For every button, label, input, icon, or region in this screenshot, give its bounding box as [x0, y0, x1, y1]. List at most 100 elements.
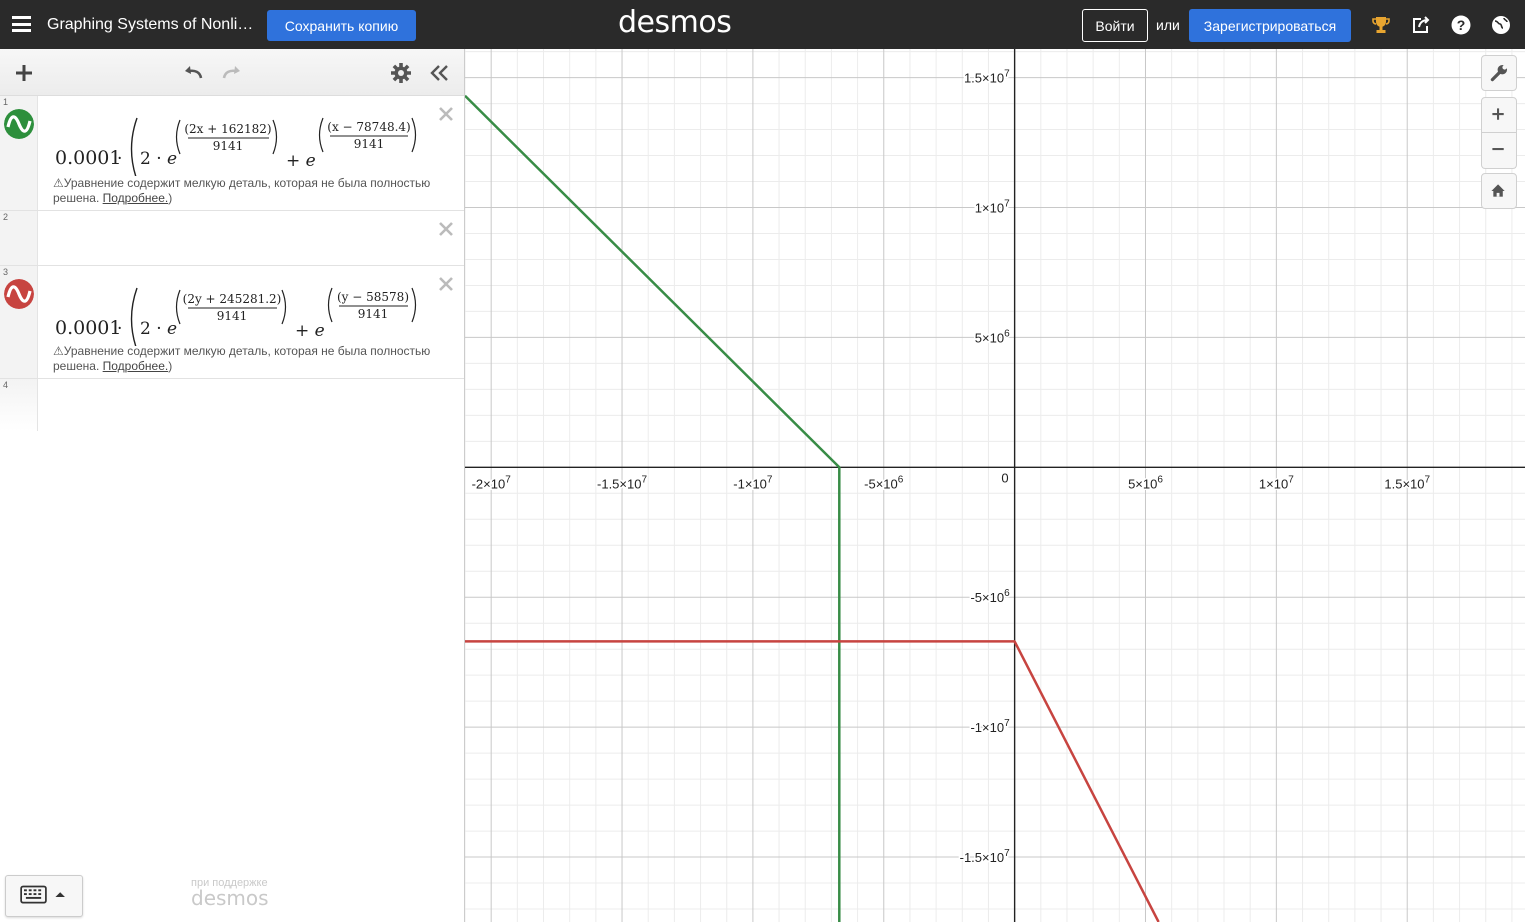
coefficient: 0.0001 — [55, 317, 121, 339]
powered-by-desmos: при поддержке desmos — [191, 877, 291, 910]
dot-operator: · — [117, 149, 122, 169]
expression-item[interactable]: 2 — [0, 211, 464, 266]
delete-expression-icon[interactable] — [438, 221, 454, 237]
trophy-icon[interactable] — [1370, 14, 1392, 36]
expression-index: 3 — [3, 267, 9, 277]
y-tick-label: 1×107 — [975, 198, 1010, 215]
exp2-left-paren — [327, 287, 333, 323]
exp1-right-paren — [281, 289, 287, 325]
delete-expression-icon[interactable] — [438, 276, 454, 292]
learn-more-link[interactable]: Подробнее. — [102, 359, 169, 373]
collapse-panel-icon[interactable] — [428, 61, 452, 85]
keyboard-icon — [20, 885, 65, 904]
x-tick-label: 1×107 — [1259, 474, 1294, 491]
exponent-1-denominator: 9141 — [217, 309, 248, 323]
expression-item-new[interactable]: 4 — [0, 379, 464, 431]
exp2-right-paren — [411, 287, 417, 323]
x-tick-label: -1.5×107 — [597, 474, 647, 491]
exp1-left-paren — [175, 289, 181, 325]
major-gridlines — [465, 49, 1525, 922]
term-2-e: 2 · e — [140, 149, 177, 169]
warning-message: ⚠Уравнение содержит мелкую деталь, котор… — [53, 344, 431, 373]
menu-icon[interactable] — [12, 16, 31, 32]
graph-visibility-toggle-icon[interactable] — [4, 279, 34, 309]
expression-item[interactable]: 1 0.0001 · 2 · e (2x + 162182) 9141 + e … — [0, 96, 464, 211]
minor-gridlines — [465, 49, 1525, 922]
wrench-icon — [1490, 64, 1508, 82]
settings-gear-icon[interactable] — [389, 61, 413, 85]
term-2-e: 2 · e — [140, 319, 177, 339]
redo-icon[interactable] — [220, 61, 244, 85]
zoom-in-button[interactable] — [1481, 97, 1517, 133]
expression-panel: 1 0.0001 · 2 · e (2x + 162182) 9141 + e … — [0, 49, 465, 922]
exponent-1-denominator: 9141 — [213, 139, 244, 153]
top-bar: Graphing Systems of Nonli… Сохранить коп… — [0, 0, 1525, 49]
plus-e: + e — [295, 321, 325, 341]
axes — [465, 49, 1525, 922]
curve-1[interactable] — [465, 94, 841, 922]
warning-text: Уравнение содержит мелкую деталь, котора… — [53, 344, 431, 373]
expression-index: 1 — [3, 97, 9, 107]
y-tick-label: -5×106 — [970, 588, 1010, 605]
x-tick-label: -5×106 — [864, 474, 904, 491]
home-icon — [1491, 184, 1505, 197]
expression-gutter: 3 — [0, 266, 38, 378]
exponent-2-numerator: (y − 58578) — [337, 290, 409, 304]
expression-index: 4 — [3, 380, 9, 390]
help-icon[interactable]: ? — [1450, 14, 1472, 36]
powered-by-text: при поддержке — [191, 877, 268, 889]
login-button[interactable]: Войти — [1082, 9, 1148, 42]
expression-toolbar — [0, 49, 464, 96]
zoom-out-button[interactable] — [1481, 133, 1517, 169]
dot-operator: · — [117, 319, 122, 339]
graph-settings-button[interactable] — [1481, 55, 1517, 91]
expression-gutter: 2 — [0, 211, 38, 265]
powered-by-logo: desmos — [191, 886, 269, 910]
coefficient: 0.0001 — [55, 147, 121, 169]
save-copy-button[interactable]: Сохранить копию — [267, 10, 416, 41]
add-item-icon[interactable] — [12, 61, 36, 85]
exp1-right-paren — [272, 119, 278, 155]
y-tick-label: 5×106 — [975, 328, 1010, 345]
expression-index: 2 — [3, 212, 9, 222]
learn-more-link[interactable]: Подробнее. — [102, 191, 169, 205]
warning-icon: ⚠ — [53, 344, 64, 358]
signup-button[interactable]: Зарегистрироваться — [1189, 9, 1351, 42]
undo-icon[interactable] — [181, 61, 205, 85]
default-viewport-button[interactable] — [1481, 173, 1517, 209]
x-tick-label: -1×107 — [733, 474, 773, 491]
tick-labels: -2×107 -1.5×107 -1×107 -5×106 5×106 1×107 1.5×… — [470, 67, 1432, 866]
math-input-expression-3[interactable]: 0.0001 · 2 · e (2y + 245281.2) 9141 + e … — [52, 274, 424, 346]
warning-message: ⚠Уравнение содержит мелкую деталь, котор… — [53, 176, 431, 205]
minus-icon — [1492, 148, 1504, 151]
expression-item[interactable]: 3 0.0001 · 2 · e (2y + 245281.2) 9141 + … — [0, 266, 464, 379]
origin-label: 0 — [1001, 470, 1008, 485]
graph-title[interactable]: Graphing Systems of Nonli… — [47, 16, 254, 33]
expression-gutter: 4 — [0, 379, 38, 431]
language-globe-icon[interactable] — [1490, 14, 1512, 36]
x-tick-label: 5×106 — [1128, 474, 1163, 491]
exp2-left-paren — [318, 117, 324, 153]
graph-canvas[interactable]: -2×107 -1.5×107 -1×107 -5×106 5×106 1×107 1.5×… — [465, 49, 1525, 922]
delete-expression-icon[interactable] — [438, 106, 454, 122]
share-icon[interactable] — [1410, 14, 1432, 36]
math-input-expression-1[interactable]: 0.0001 · 2 · e (2x + 162182) 9141 + e (x… — [52, 104, 424, 176]
exponent-2-denominator: 9141 — [358, 307, 389, 321]
exponent-2-numerator: (x − 78748.4) — [327, 120, 410, 134]
plus-icon — [1492, 108, 1504, 120]
plotted-curves — [465, 94, 1160, 922]
exponent-1-numerator: (2x + 162182) — [184, 122, 271, 136]
curve-2[interactable] — [465, 640, 1160, 922]
graph-visibility-toggle-icon[interactable] — [4, 109, 34, 139]
x-tick-label: -2×107 — [472, 474, 512, 491]
y-tick-label: -1.5×107 — [960, 848, 1010, 865]
exp1-left-paren — [175, 119, 181, 155]
or-text: или — [1156, 17, 1180, 33]
exp2-right-paren — [411, 117, 417, 153]
keypad-toggle-button[interactable] — [5, 875, 83, 917]
warning-icon: ⚠ — [53, 176, 64, 190]
svg-text:?: ? — [1457, 17, 1466, 33]
exponent-1-numerator: (2y + 245281.2) — [183, 292, 282, 306]
left-paren — [130, 117, 138, 176]
graph-paper[interactable]: -2×107 -1.5×107 -1×107 -5×106 5×106 1×107 1.5×… — [465, 49, 1525, 922]
